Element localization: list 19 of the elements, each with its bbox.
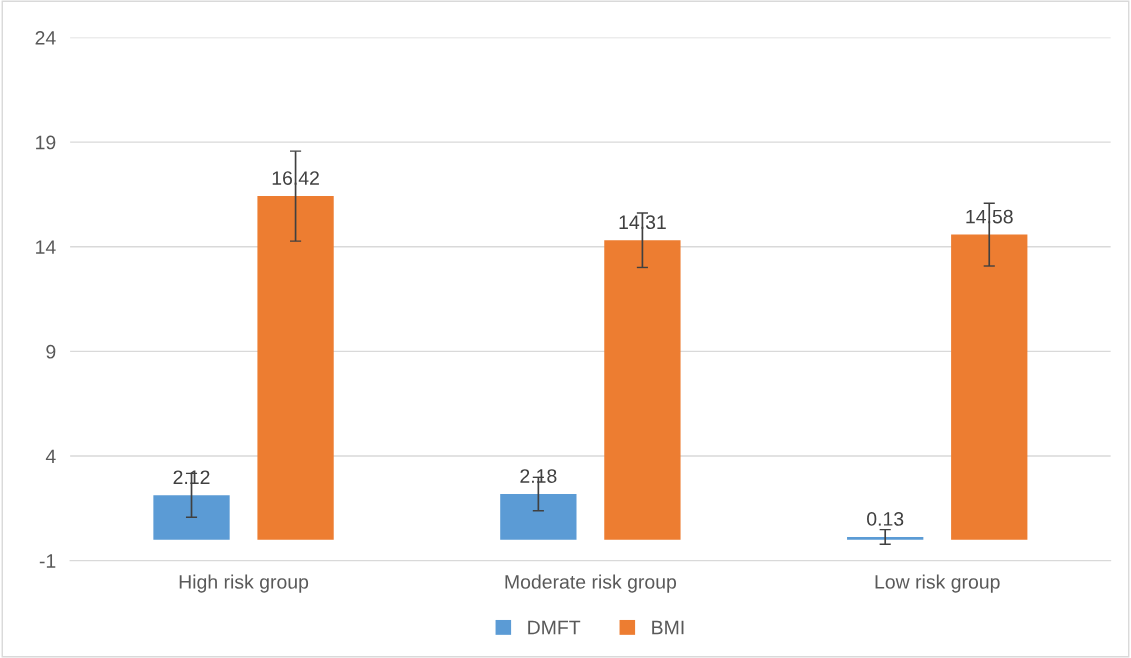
y-tick-label: -1: [39, 554, 56, 568]
y-tick-label: 14: [36, 240, 56, 254]
x-tick-label: Moderate risk group: [505, 574, 677, 593]
bar: [153, 495, 230, 540]
bar: [257, 196, 334, 540]
x-tick-label: High risk group: [179, 574, 309, 593]
legend-label: DMFT: [528, 620, 581, 635]
y-tick-label: 9: [46, 344, 56, 359]
data-label: 2.18: [520, 469, 557, 483]
y-tick-label: 19: [36, 135, 56, 150]
bar: [847, 536, 924, 540]
bar: [500, 494, 577, 540]
y-tick-label: 4: [45, 449, 56, 464]
y-tick-label: 24: [35, 30, 56, 45]
data-label: 0.13: [867, 512, 904, 526]
x-tick-label: Low risk group: [875, 574, 1000, 593]
bar: [604, 240, 681, 540]
legend-label: BMI: [652, 620, 684, 635]
bar: [951, 234, 1028, 540]
